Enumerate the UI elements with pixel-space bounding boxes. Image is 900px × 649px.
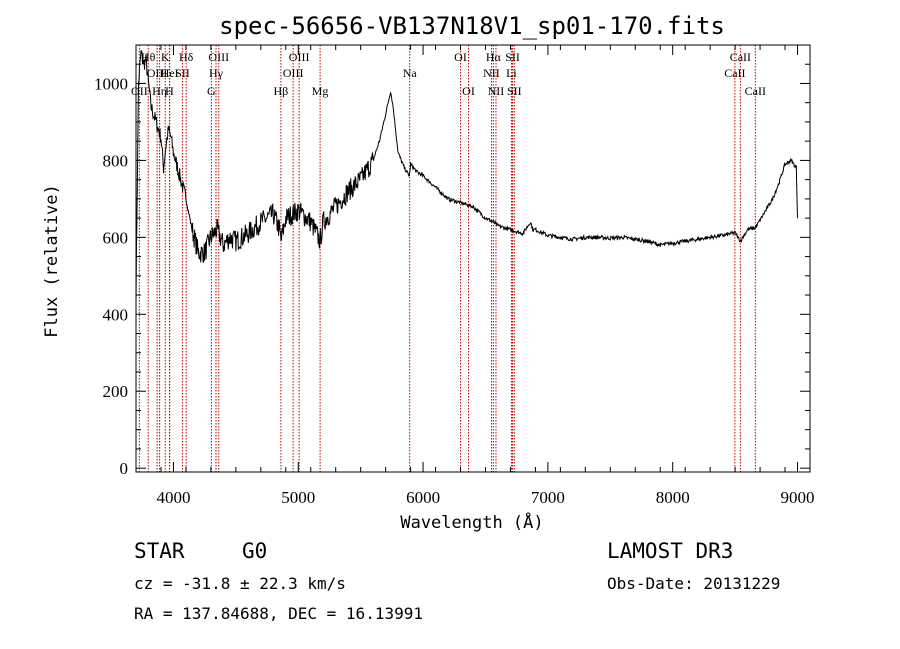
line-id-label: HeI	[161, 66, 179, 80]
observation-date: Obs-Date: 20131229	[607, 574, 781, 593]
line-id-label: CaII	[730, 50, 751, 64]
line-id-label: CaII	[724, 66, 745, 80]
line-id-label: SII	[505, 50, 520, 64]
redshift-readout: cz = -31.8 ± 22.3 km/s	[134, 574, 346, 593]
spectrum-layer	[135, 49, 798, 303]
line-id-label: SII	[507, 84, 522, 98]
axis-ticks: 4000 5000 6000 7000 8000 9000 0 200 400 600 800 100…	[94, 44, 815, 507]
line-id-label: Hδ	[179, 50, 194, 64]
line-id-label: Li	[506, 66, 517, 80]
x-tick-label: 9000	[781, 488, 815, 507]
line-id-label: OIII	[147, 66, 168, 80]
x-tick-label: 6000	[406, 488, 440, 507]
line-id-label: H	[165, 84, 174, 98]
line-markers	[138, 45, 756, 472]
line-id-label: K	[161, 50, 170, 64]
survey-name: LAMOST DR3	[607, 539, 734, 563]
y-tick-label: 200	[103, 382, 129, 401]
object-subclass: G0	[242, 539, 268, 563]
coordinates-readout: RA = 137.84688, DEC = 16.13991	[134, 604, 423, 623]
line-id-label: Hθ	[141, 50, 156, 64]
line-id-label: OI	[454, 50, 467, 64]
line-id-label: G	[207, 84, 216, 98]
y-tick-label: 800	[103, 151, 129, 170]
line-id-label: OIII	[208, 50, 229, 64]
chart-title: spec-56656-VB137N18V1_sp01-170.fits	[219, 12, 725, 40]
line-id-label: NII	[488, 84, 505, 98]
line-id-label: Na	[403, 66, 418, 80]
x-tick-label: 7000	[531, 488, 565, 507]
y-tick-label: 1000	[94, 74, 128, 93]
x-tick-label: 8000	[656, 488, 690, 507]
line-id-label: Hβ	[274, 84, 289, 98]
line-id-label: OIII	[289, 50, 310, 64]
line-id-label: Mg	[312, 84, 329, 98]
spectrum-line	[135, 49, 798, 303]
x-axis-label: Wavelength (Å)	[400, 511, 543, 533]
line-id-label: Hγ	[209, 66, 224, 80]
line-id-label: NII	[483, 66, 500, 80]
line-id-label: CaII	[745, 84, 766, 98]
line-id-label: OI	[462, 84, 475, 98]
y-tick-label: 0	[120, 459, 129, 478]
line-id-label: Hα	[486, 50, 502, 64]
line-id-label: OIII	[283, 66, 304, 80]
x-tick-label: 4000	[156, 488, 190, 507]
y-axis-label: Flux (relative)	[42, 184, 62, 338]
x-tick-label: 5000	[281, 488, 315, 507]
y-tick-label: 600	[103, 228, 129, 247]
line-id-label: SII	[175, 66, 190, 80]
line-id-label: OII	[131, 84, 148, 98]
y-tick-label: 400	[103, 305, 129, 324]
plot-frame	[135, 44, 811, 473]
line-id-label: Hη	[152, 84, 167, 98]
object-class: STAR	[134, 539, 185, 563]
